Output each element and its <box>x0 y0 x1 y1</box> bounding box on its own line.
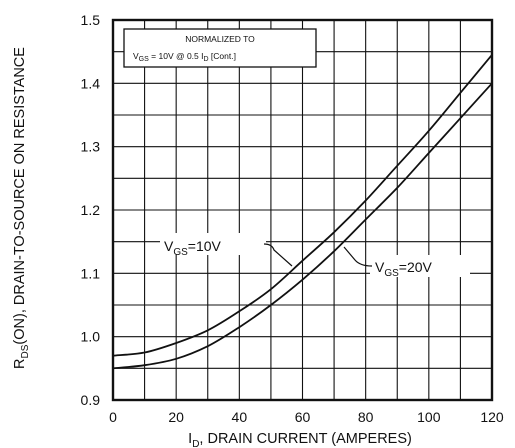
y-tick-label: 1.0 <box>81 329 101 345</box>
x-axis-label: ID, DRAIN CURRENT (AMPERES) <box>188 431 412 448</box>
normalization-note-line1: NORMALIZED TO <box>185 34 255 44</box>
series-line-vgs-20v <box>112 82 493 370</box>
curves <box>112 54 493 370</box>
grid <box>111 18 494 402</box>
x-tick-labels: 0 20 40 60 80 100 120 <box>109 409 504 425</box>
y-tick-label: 1.3 <box>81 139 101 155</box>
x-tick-label: 80 <box>358 409 374 425</box>
series-line-vgs-10v <box>112 54 493 357</box>
callout-vgs-10v-bg <box>160 233 266 255</box>
y-axis-label: RDS(ON), DRAIN-TO-SOURCE ON RESISTANCE <box>12 47 31 369</box>
callout-vgs-10v: VGS=10V <box>160 233 293 267</box>
x-tick-label: 0 <box>109 409 117 425</box>
callout-vgs-10v-leader <box>263 243 293 267</box>
callout-vgs-20v-label: VGS=20V <box>375 259 433 279</box>
callout-vgs-20v-bg <box>370 255 470 277</box>
normalization-note-box <box>123 28 317 68</box>
x-tick-label: 120 <box>480 409 504 425</box>
plot-frame <box>111 18 494 402</box>
y-tick-label: 1.1 <box>81 265 101 281</box>
x-tick-label: 20 <box>168 409 184 425</box>
y-tick-labels: 0.9 1.0 1.1 1.2 1.3 1.4 1.5 <box>81 12 101 408</box>
y-tick-label: 1.5 <box>81 12 101 28</box>
callout-vgs-20v: VGS=20V <box>343 246 470 279</box>
y-tick-label: 1.4 <box>81 75 101 91</box>
normalization-note: NORMALIZED TO VGS = 10V @ 0.5 ID [Cont.] <box>123 28 317 68</box>
y-tick-label: 1.2 <box>81 202 101 218</box>
callout-vgs-10v-label: VGS=10V <box>164 238 222 258</box>
x-tick-label: 40 <box>232 409 248 425</box>
x-tick-label: 100 <box>417 409 441 425</box>
y-tick-label: 0.9 <box>81 392 101 408</box>
normalization-note-line2: VGS = 10V @ 0.5 ID [Cont.] <box>133 51 236 63</box>
callout-vgs-20v-leader <box>343 246 373 267</box>
x-tick-label: 60 <box>295 409 311 425</box>
